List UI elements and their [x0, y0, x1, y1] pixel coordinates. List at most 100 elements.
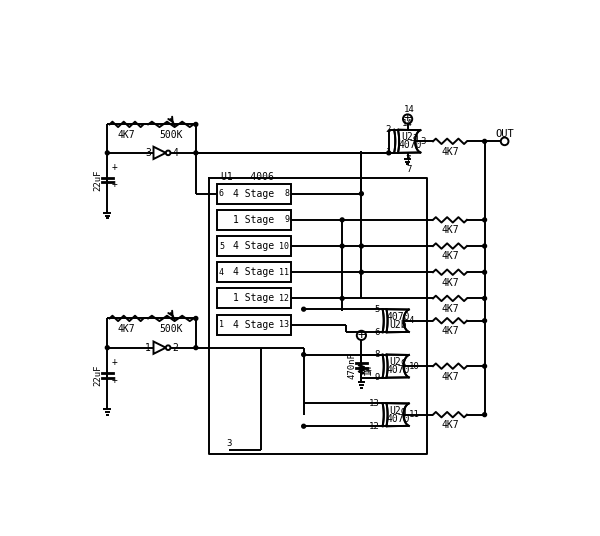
Circle shape	[387, 151, 391, 155]
Text: 2: 2	[386, 125, 391, 135]
Text: 1M: 1M	[364, 364, 373, 375]
Text: 13: 13	[279, 320, 289, 329]
Circle shape	[359, 192, 364, 196]
Text: 1 Stage: 1 Stage	[233, 215, 275, 225]
Text: 500K: 500K	[159, 324, 182, 334]
Text: 9: 9	[284, 215, 289, 225]
Text: U2b: U2b	[389, 319, 407, 330]
Bar	[217, 210, 290, 230]
Text: 1: 1	[386, 148, 391, 158]
Circle shape	[340, 296, 344, 300]
Polygon shape	[386, 309, 409, 332]
Text: 10: 10	[409, 362, 419, 371]
Circle shape	[482, 218, 487, 222]
Bar	[217, 315, 290, 334]
Circle shape	[482, 270, 487, 274]
Text: 13: 13	[369, 399, 379, 407]
Bar	[217, 262, 290, 282]
Text: 4K7: 4K7	[441, 278, 459, 288]
Circle shape	[194, 316, 198, 321]
Text: 3: 3	[145, 148, 151, 158]
Text: +: +	[358, 329, 365, 342]
Circle shape	[194, 346, 198, 349]
Text: 9: 9	[374, 373, 379, 382]
Text: U2d: U2d	[389, 406, 407, 416]
Polygon shape	[398, 130, 421, 153]
Text: 4070: 4070	[398, 140, 422, 150]
Circle shape	[302, 307, 305, 311]
Text: 4070: 4070	[386, 413, 410, 423]
Text: 4K7: 4K7	[441, 147, 459, 157]
Circle shape	[482, 364, 487, 368]
Text: 4 Stage: 4 Stage	[233, 319, 275, 330]
Text: 4K7: 4K7	[441, 304, 459, 314]
Circle shape	[106, 151, 109, 155]
Text: 3: 3	[226, 440, 232, 449]
Text: 4K7: 4K7	[441, 251, 459, 262]
Polygon shape	[386, 403, 409, 426]
Circle shape	[302, 425, 305, 428]
Text: 7: 7	[406, 165, 412, 174]
Text: 5: 5	[374, 304, 379, 314]
Text: 470nF: 470nF	[347, 352, 356, 379]
Polygon shape	[386, 355, 409, 378]
Circle shape	[359, 270, 364, 274]
Text: 22uF: 22uF	[94, 169, 103, 191]
Text: 500K: 500K	[159, 130, 182, 140]
Circle shape	[166, 151, 170, 155]
Text: 4K7: 4K7	[441, 326, 459, 336]
Text: 10: 10	[279, 242, 289, 250]
Text: OUT: OUT	[495, 129, 514, 139]
Text: 4 Stage: 4 Stage	[233, 241, 275, 251]
Text: 22uF: 22uF	[94, 364, 103, 386]
Text: 3: 3	[421, 137, 426, 146]
Text: 8: 8	[374, 350, 379, 359]
Text: 4K7: 4K7	[441, 225, 459, 235]
Text: 4: 4	[409, 316, 414, 325]
Text: 4K7: 4K7	[441, 420, 459, 430]
Text: 4 Stage: 4 Stage	[233, 189, 275, 199]
Text: U2a: U2a	[401, 132, 419, 143]
Circle shape	[302, 353, 305, 356]
Circle shape	[482, 319, 487, 323]
Text: +: +	[365, 365, 371, 375]
Text: 1: 1	[145, 343, 151, 353]
Text: +: +	[111, 180, 117, 189]
Text: 14: 14	[404, 105, 415, 114]
Text: 2: 2	[173, 343, 179, 353]
Circle shape	[340, 218, 344, 222]
Text: 12: 12	[369, 422, 379, 431]
Circle shape	[106, 346, 109, 349]
Text: 1: 1	[219, 320, 224, 329]
Text: 4070: 4070	[386, 312, 410, 322]
Text: 4K7: 4K7	[118, 130, 136, 140]
Circle shape	[482, 139, 487, 143]
Text: 1 Stage: 1 Stage	[233, 293, 275, 303]
Circle shape	[359, 244, 364, 248]
Text: 4K7: 4K7	[118, 324, 136, 334]
Text: 4K7: 4K7	[441, 371, 459, 382]
Text: 7: 7	[405, 154, 410, 163]
Bar	[217, 184, 290, 204]
Text: 4 Stage: 4 Stage	[233, 267, 275, 277]
Circle shape	[194, 122, 198, 126]
Circle shape	[194, 151, 198, 155]
Circle shape	[482, 413, 487, 416]
Text: 6: 6	[374, 328, 379, 337]
Text: +: +	[404, 113, 412, 125]
Circle shape	[482, 244, 487, 248]
Text: +: +	[111, 375, 117, 385]
Text: 4: 4	[219, 267, 224, 277]
Text: 6: 6	[219, 189, 224, 198]
Circle shape	[340, 244, 344, 248]
Text: 11: 11	[279, 267, 289, 277]
Circle shape	[482, 296, 487, 300]
Text: 4070: 4070	[386, 365, 410, 375]
Text: U2c: U2c	[389, 358, 407, 367]
Text: 8: 8	[284, 189, 289, 198]
Bar	[217, 288, 290, 308]
Text: 14: 14	[402, 119, 413, 128]
Text: U1   4006: U1 4006	[221, 172, 274, 182]
Text: +: +	[111, 356, 117, 367]
Text: 4: 4	[173, 148, 179, 158]
